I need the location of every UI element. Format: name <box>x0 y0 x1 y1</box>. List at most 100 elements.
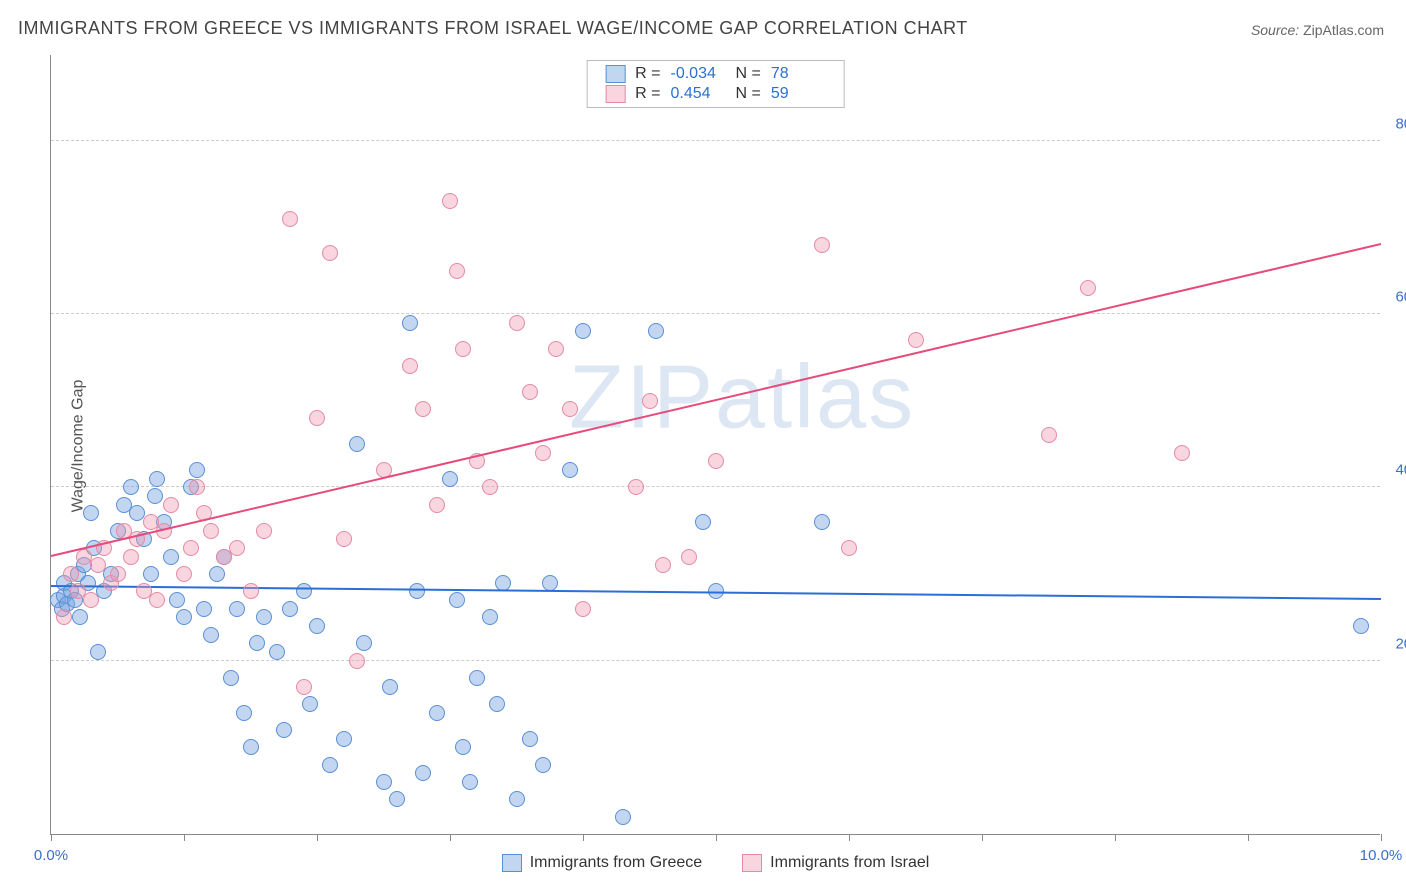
r-value: 0.454 <box>671 85 726 103</box>
data-point <box>642 393 658 409</box>
data-point <box>282 211 298 227</box>
data-point <box>575 601 591 617</box>
data-point <box>296 679 312 695</box>
data-point <box>615 809 631 825</box>
data-point <box>256 609 272 625</box>
r-label: R = <box>635 65 660 83</box>
data-point <box>63 566 79 582</box>
data-point <box>302 696 318 712</box>
data-point <box>236 705 252 721</box>
data-point <box>482 609 498 625</box>
data-point <box>296 583 312 599</box>
data-point <box>522 731 538 747</box>
data-point <box>163 549 179 565</box>
data-point <box>681 549 697 565</box>
data-point <box>376 774 392 790</box>
data-point <box>409 583 425 599</box>
data-point <box>309 618 325 634</box>
data-point <box>90 644 106 660</box>
data-point <box>429 497 445 513</box>
data-point <box>402 315 418 331</box>
x-tick <box>317 834 318 841</box>
data-point <box>402 358 418 374</box>
data-point <box>322 245 338 261</box>
legend-item: Immigrants from Israel <box>742 854 929 872</box>
legend-swatch <box>742 854 762 872</box>
x-tick-label: 10.0% <box>1360 847 1403 864</box>
gridline <box>51 313 1380 314</box>
source-label: Source: <box>1251 22 1299 38</box>
legend-label: Immigrants from Greece <box>530 854 702 872</box>
y-tick-label: 80.0% <box>1383 115 1406 132</box>
data-point <box>56 609 72 625</box>
data-point <box>123 479 139 495</box>
data-point <box>509 315 525 331</box>
y-tick-label: 20.0% <box>1383 635 1406 652</box>
data-point <box>276 722 292 738</box>
y-tick-label: 60.0% <box>1383 289 1406 306</box>
data-point <box>535 757 551 773</box>
data-point <box>147 488 163 504</box>
data-point <box>548 341 564 357</box>
legend-item: Immigrants from Greece <box>502 854 702 872</box>
data-point <box>535 445 551 461</box>
data-point <box>462 774 478 790</box>
data-point <box>203 627 219 643</box>
x-tick <box>583 834 584 841</box>
data-point <box>189 462 205 478</box>
data-point <box>449 592 465 608</box>
data-point <box>1080 280 1096 296</box>
x-tick <box>51 834 52 841</box>
data-point <box>415 401 431 417</box>
data-point <box>309 410 325 426</box>
gridline <box>51 140 1380 141</box>
data-point <box>243 739 259 755</box>
data-point <box>489 696 505 712</box>
plot-area: ZIPatlas R =-0.034N =78R =0.454N =59 Imm… <box>50 55 1380 835</box>
legend-swatch <box>605 85 625 103</box>
y-tick-label: 40.0% <box>1383 462 1406 479</box>
data-point <box>542 575 558 591</box>
data-point <box>349 436 365 452</box>
legend-swatch <box>502 854 522 872</box>
data-point <box>336 531 352 547</box>
data-point <box>149 471 165 487</box>
x-tick <box>849 834 850 841</box>
data-point <box>509 791 525 807</box>
data-point <box>628 479 644 495</box>
data-point <box>196 601 212 617</box>
data-point <box>72 609 88 625</box>
legend-row: R =0.454N =59 <box>605 85 826 103</box>
data-point <box>256 523 272 539</box>
data-point <box>442 193 458 209</box>
data-point <box>269 644 285 660</box>
chart-container: IMMIGRANTS FROM GREECE VS IMMIGRANTS FRO… <box>0 0 1406 892</box>
data-point <box>482 479 498 495</box>
x-tick <box>716 834 717 841</box>
data-point <box>469 670 485 686</box>
data-point <box>455 341 471 357</box>
data-point <box>415 765 431 781</box>
n-label: N = <box>736 85 761 103</box>
n-value: 78 <box>771 65 826 83</box>
r-value: -0.034 <box>671 65 726 83</box>
data-point <box>83 592 99 608</box>
data-point <box>429 705 445 721</box>
x-tick <box>184 834 185 841</box>
chart-title: IMMIGRANTS FROM GREECE VS IMMIGRANTS FRO… <box>18 18 968 39</box>
data-point <box>209 566 225 582</box>
gridline <box>51 660 1380 661</box>
source-attribution: Source: ZipAtlas.com <box>1251 22 1384 38</box>
data-point <box>1353 618 1369 634</box>
source-value: ZipAtlas.com <box>1303 22 1384 38</box>
x-tick <box>1381 834 1382 841</box>
data-point <box>243 583 259 599</box>
x-tick <box>450 834 451 841</box>
data-point <box>495 575 511 591</box>
data-point <box>442 471 458 487</box>
data-point <box>189 479 205 495</box>
legend-swatch <box>605 65 625 83</box>
x-tick <box>982 834 983 841</box>
data-point <box>249 635 265 651</box>
data-point <box>203 523 219 539</box>
